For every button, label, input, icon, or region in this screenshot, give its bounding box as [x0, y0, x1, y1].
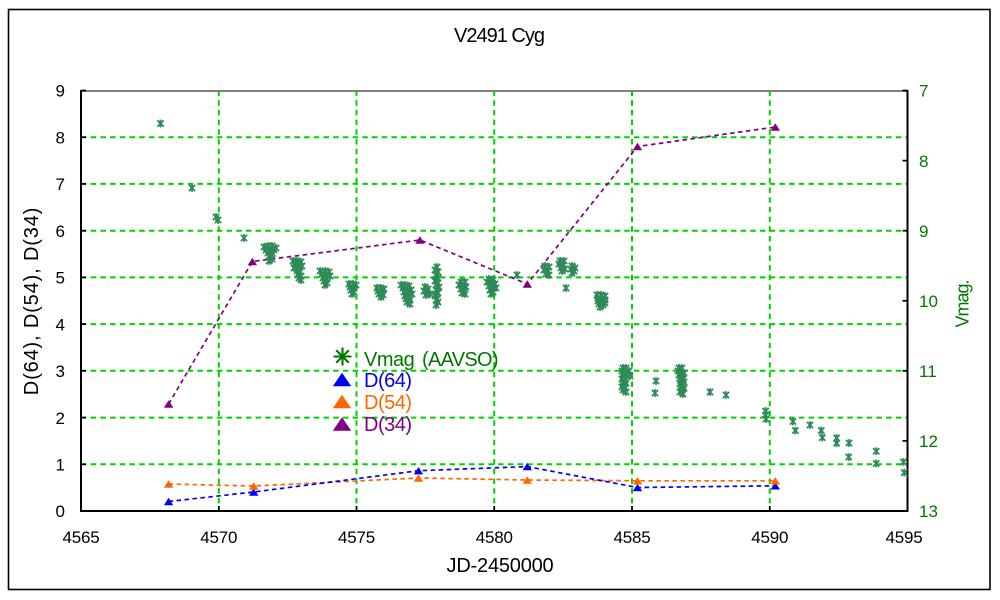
svg-text:D(64), D(54), D(34): D(64), D(54), D(34) [21, 207, 43, 395]
svg-text:4575: 4575 [338, 528, 375, 547]
svg-text:11: 11 [919, 362, 937, 381]
svg-text:JD-2450000: JD-2450000 [447, 555, 554, 577]
svg-text:0: 0 [56, 502, 65, 521]
svg-text:4565: 4565 [62, 528, 99, 547]
svg-text:Vmag: Vmag [364, 349, 414, 371]
svg-text:3: 3 [56, 362, 65, 381]
svg-text:4585: 4585 [613, 528, 650, 547]
svg-text:Vmag.: Vmag. [953, 280, 973, 327]
svg-text:D(54): D(54) [364, 392, 412, 414]
svg-text:4590: 4590 [751, 528, 788, 547]
svg-text:7: 7 [919, 82, 928, 101]
svg-text:13: 13 [919, 502, 938, 521]
svg-text:8: 8 [56, 128, 65, 147]
svg-text:4595: 4595 [885, 528, 922, 547]
svg-text:(AAVSO): (AAVSO) [422, 349, 498, 371]
svg-text:D(64): D(64) [364, 370, 412, 392]
svg-text:4: 4 [56, 315, 65, 334]
svg-text:5: 5 [56, 269, 65, 288]
svg-text:D(34): D(34) [364, 414, 412, 436]
svg-text:8: 8 [919, 152, 928, 171]
svg-text:V2491 Cyg: V2491 Cyg [454, 25, 544, 47]
svg-text:4570: 4570 [200, 528, 237, 547]
svg-text:2: 2 [56, 409, 65, 428]
svg-text:1: 1 [56, 455, 65, 474]
svg-text:6: 6 [56, 222, 65, 241]
svg-text:7: 7 [56, 175, 65, 194]
svg-text:10: 10 [919, 292, 938, 311]
svg-text:9: 9 [56, 82, 65, 101]
svg-text:12: 12 [919, 432, 938, 451]
svg-text:4580: 4580 [476, 528, 513, 547]
svg-text:9: 9 [919, 222, 928, 241]
